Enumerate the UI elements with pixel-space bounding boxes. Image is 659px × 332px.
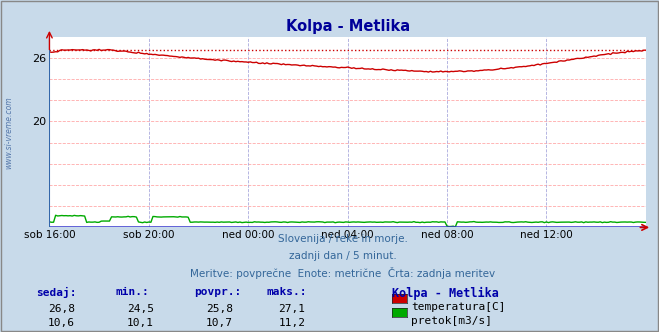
Text: 10,6: 10,6 <box>48 318 74 328</box>
Text: temperatura[C]: temperatura[C] <box>411 302 505 312</box>
Text: 11,2: 11,2 <box>279 318 305 328</box>
Text: 25,8: 25,8 <box>206 304 233 314</box>
Text: 10,1: 10,1 <box>127 318 154 328</box>
Text: 24,5: 24,5 <box>127 304 154 314</box>
Text: Slovenija / reke in morje.: Slovenija / reke in morje. <box>277 234 408 244</box>
Title: Kolpa - Metlika: Kolpa - Metlika <box>285 19 410 34</box>
Text: sedaj:: sedaj: <box>36 287 76 298</box>
Text: 10,7: 10,7 <box>206 318 233 328</box>
Text: Meritve: povprečne  Enote: metrične  Črta: zadnja meritev: Meritve: povprečne Enote: metrične Črta:… <box>190 267 496 279</box>
Text: Kolpa - Metlika: Kolpa - Metlika <box>392 287 499 300</box>
Text: 26,8: 26,8 <box>48 304 74 314</box>
Text: povpr.:: povpr.: <box>194 287 242 297</box>
Text: zadnji dan / 5 minut.: zadnji dan / 5 minut. <box>289 251 397 261</box>
Text: 27,1: 27,1 <box>279 304 305 314</box>
Text: www.si-vreme.com: www.si-vreme.com <box>4 97 13 169</box>
Text: pretok[m3/s]: pretok[m3/s] <box>411 316 492 326</box>
Text: maks.:: maks.: <box>267 287 307 297</box>
Text: min.:: min.: <box>115 287 149 297</box>
